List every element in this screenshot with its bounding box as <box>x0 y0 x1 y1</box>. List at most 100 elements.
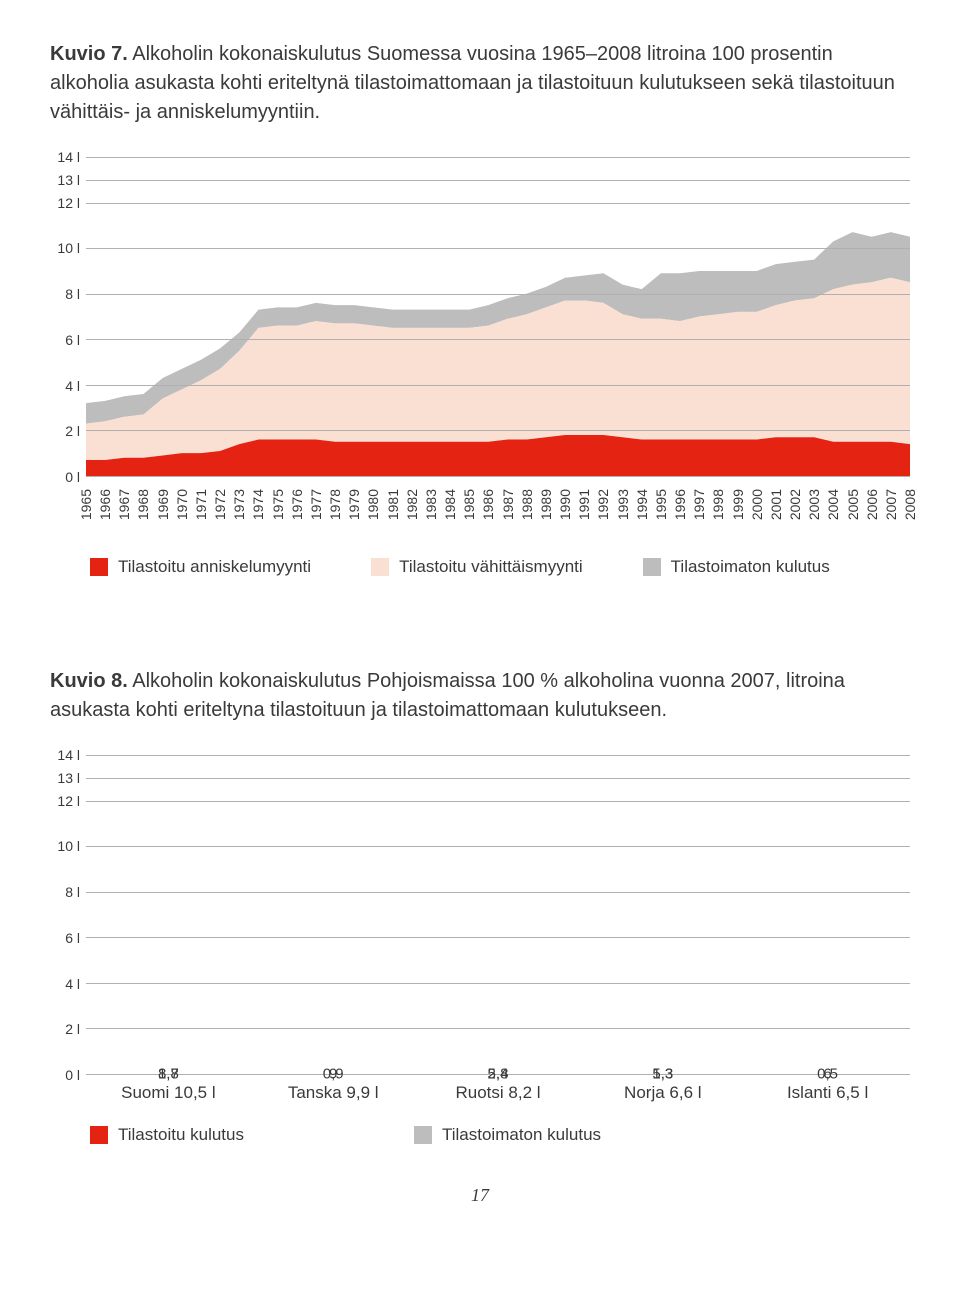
swatch-peach <box>371 558 389 576</box>
x-tick-label: Ruotsi 8,2 l <box>455 1083 540 1103</box>
x-tick-label: 1965 <box>78 489 94 520</box>
y-tick-label: 13 l <box>57 770 80 786</box>
kuvio7-plot <box>86 157 910 477</box>
grid-line <box>86 180 910 181</box>
x-tick-label: 1980 <box>365 489 381 520</box>
x-tick-label: Suomi 10,5 l <box>121 1083 216 1103</box>
x-tick-label: 1993 <box>615 489 631 520</box>
y-tick-label: 14 l <box>57 747 80 763</box>
x-tick-label: 1970 <box>174 489 190 520</box>
x-tick-label: 1996 <box>672 489 688 520</box>
grid-line <box>86 294 910 295</box>
x-tick-label: 1997 <box>691 489 707 520</box>
y-tick-label: 8 l <box>65 286 80 302</box>
x-tick-label: 2005 <box>845 489 861 520</box>
x-tick-label: 2001 <box>768 489 784 520</box>
x-tick-label: 1975 <box>270 489 286 520</box>
kuvio7-chart: 0 l2 l4 l6 l8 l10 l12 l13 l14 l 19651966… <box>50 157 910 477</box>
kuvio7-x-axis: 1965196619671968196919701971197219731974… <box>86 477 910 547</box>
kuvio8-chart: 0 l2 l4 l6 l8 l10 l12 l13 l14 l 8,71,890… <box>50 755 910 1075</box>
y-tick-label: 4 l <box>65 378 80 394</box>
x-tick-label: 1986 <box>480 489 496 520</box>
grid-line <box>86 1028 910 1029</box>
x-tick-label: 1976 <box>289 489 305 520</box>
y-tick-label: 13 l <box>57 172 80 188</box>
x-tick-label: 1972 <box>212 489 228 520</box>
x-tick-label: 1985 <box>461 489 477 520</box>
y-tick-label: 6 l <box>65 930 80 946</box>
grid-line <box>86 248 910 249</box>
kuvio7-y-axis: 0 l2 l4 l6 l8 l10 l12 l13 l14 l <box>50 157 86 477</box>
x-tick-label: Islanti 6,5 l <box>787 1083 868 1103</box>
kuvio7-block: Kuvio 7. Alkoholin kokonaiskulutus Suome… <box>50 40 910 577</box>
kuvio8-plot: 8,71,890,95,82,45,31,360,5 <box>86 755 910 1075</box>
x-tick-label: 2003 <box>806 489 822 520</box>
x-tick-label: 1987 <box>500 489 516 520</box>
y-tick-label: 8 l <box>65 884 80 900</box>
swatch-grey <box>643 558 661 576</box>
kuvio7-title-bold: Kuvio 7. <box>50 43 128 65</box>
x-tick-label: 1979 <box>346 489 362 520</box>
x-tick-label: 1966 <box>97 489 113 520</box>
x-tick-label: 1974 <box>250 489 266 520</box>
y-tick-label: 10 l <box>57 240 80 256</box>
grid-line <box>86 755 910 756</box>
x-tick-label: 1967 <box>116 489 132 520</box>
kuvio8-title-bold: Kuvio 8. <box>50 670 128 692</box>
x-tick-label: 1994 <box>634 489 650 520</box>
grid-line <box>86 937 910 938</box>
grid-line <box>86 892 910 893</box>
kuvio7-legend: Tilastoitu anniskelumyynti Tilastoitu vä… <box>90 557 910 577</box>
x-tick-label: 1998 <box>710 489 726 520</box>
grid-line <box>86 203 910 204</box>
x-tick-label: 1977 <box>308 489 324 520</box>
kuvio8-y-axis: 0 l2 l4 l6 l8 l10 l12 l13 l14 l <box>50 755 86 1075</box>
x-tick-label: 1988 <box>519 489 535 520</box>
kuvio8-block: Kuvio 8. Alkoholin kokonaiskulutus Pohjo… <box>50 667 910 1145</box>
x-tick-label: 2008 <box>902 489 918 520</box>
kuvio7-area-svg <box>86 157 910 476</box>
x-tick-label: 2000 <box>749 489 765 520</box>
legend-item-anniskelu: Tilastoitu anniskelumyynti <box>90 557 311 577</box>
legend-item-vahittais: Tilastoitu vähittäismyynti <box>371 557 583 577</box>
legend-item-tilastoimaton: Tilastoimaton kulutus <box>643 557 830 577</box>
y-tick-label: 2 l <box>65 1021 80 1037</box>
x-tick-label: 1978 <box>327 489 343 520</box>
y-tick-label: 6 l <box>65 332 80 348</box>
swatch-red <box>90 558 108 576</box>
x-tick-label: 1969 <box>155 489 171 520</box>
grid-line <box>86 983 910 984</box>
x-tick-label: 1971 <box>193 489 209 520</box>
x-tick-label: 1982 <box>404 489 420 520</box>
kuvio8-title-rest: Alkoholin kokonaiskulutus Pohjoismaissa … <box>50 670 845 721</box>
grid-line <box>86 339 910 340</box>
x-tick-label: 1984 <box>442 489 458 520</box>
y-tick-label: 12 l <box>57 195 80 211</box>
x-tick-label: 1992 <box>595 489 611 520</box>
x-tick-label: 1991 <box>576 489 592 520</box>
x-tick-label: 1990 <box>557 489 573 520</box>
page-number: 17 <box>50 1185 910 1206</box>
grid-line <box>86 778 910 779</box>
x-tick-label: Tanska 9,9 l <box>288 1083 379 1103</box>
x-tick-label: 2004 <box>825 489 841 520</box>
y-tick-label: 4 l <box>65 976 80 992</box>
x-tick-label: 1989 <box>538 489 554 520</box>
kuvio7-caption: Kuvio 7. Alkoholin kokonaiskulutus Suome… <box>50 40 910 127</box>
y-tick-label: 14 l <box>57 149 80 165</box>
grid-line <box>86 385 910 386</box>
y-tick-label: 10 l <box>57 838 80 854</box>
grid-line <box>86 430 910 431</box>
y-tick-label: 12 l <box>57 793 80 809</box>
legend-label-vahittais: Tilastoitu vähittäismyynti <box>399 557 583 577</box>
x-tick-label: 1995 <box>653 489 669 520</box>
x-tick-label: 1983 <box>423 489 439 520</box>
grid-line <box>86 846 910 847</box>
legend-label-anniskelu: Tilastoitu anniskelumyynti <box>118 557 311 577</box>
x-tick-label: 1981 <box>385 489 401 520</box>
x-tick-label: 2007 <box>883 489 899 520</box>
x-tick-label: Norja 6,6 l <box>624 1083 701 1103</box>
x-tick-label: 1973 <box>231 489 247 520</box>
y-tick-label: 0 l <box>65 469 80 485</box>
grid-line <box>86 157 910 158</box>
